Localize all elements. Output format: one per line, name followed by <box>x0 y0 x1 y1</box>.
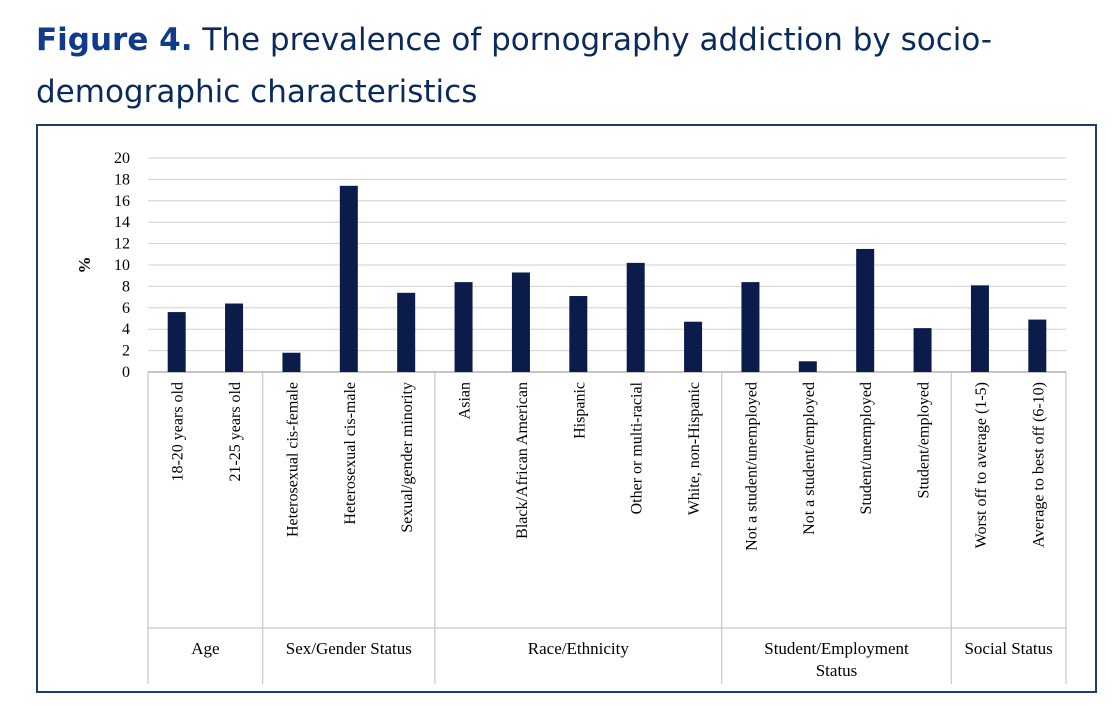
bar <box>1028 319 1047 372</box>
bar <box>511 272 530 372</box>
y-tick-label: 2 <box>122 343 130 360</box>
y-axis-ticks: 0 2 4 6 8 10 12 14 16 18 20 <box>114 150 130 381</box>
figure-title: The prevalence of pornography addiction … <box>36 22 993 110</box>
figure-caption: Figure 4. The prevalence of pornography … <box>36 14 1096 118</box>
category-label: Black/African American <box>514 382 531 539</box>
y-tick-label: 0 <box>122 364 130 381</box>
bar <box>339 185 358 372</box>
category-label: Sexual/gender minority <box>399 382 416 533</box>
y-tick-label: 4 <box>122 321 130 338</box>
bar <box>970 285 989 372</box>
bar <box>225 303 244 372</box>
category-label: 18-20 years old <box>170 382 187 482</box>
category-separators <box>147 372 1067 684</box>
figure-label: Figure 4. <box>36 22 193 58</box>
category-label: Not a student/employed <box>801 382 818 535</box>
category-label: Student/employed <box>916 382 933 498</box>
group-label: Social Status <box>964 639 1052 658</box>
group-label: Age <box>191 639 219 658</box>
bar <box>798 361 817 372</box>
category-label: Worst off to average (1-5) <box>973 382 990 548</box>
y-tick-label: 14 <box>114 214 130 231</box>
category-label: Heterosexual cis-male <box>342 382 359 525</box>
bar <box>856 248 875 372</box>
y-tick-label: 20 <box>114 150 130 167</box>
gridlines <box>148 157 1066 373</box>
bar <box>626 262 645 372</box>
group-label: Student/Employment <box>764 639 909 658</box>
category-label: Other or multi-racial <box>629 381 646 514</box>
bars <box>167 185 1047 372</box>
category-label: Student/unemployed <box>858 382 875 514</box>
y-tick-label: 18 <box>114 171 130 188</box>
bar <box>684 321 703 372</box>
y-axis-label: % <box>75 257 94 274</box>
category-label: Average to best off (6-10) <box>1030 382 1047 548</box>
y-tick-label: 12 <box>114 236 130 253</box>
group-labels: Age Sex/Gender Status Race/Ethnicity Studen… <box>191 639 1053 680</box>
bar <box>167 312 186 372</box>
category-label: Asian <box>457 382 474 419</box>
bar <box>282 352 301 372</box>
bar <box>569 296 588 372</box>
group-label: Race/Ethnicity <box>528 639 630 658</box>
y-tick-label: 16 <box>114 193 130 210</box>
category-label: Not a student/unemployed <box>743 382 760 551</box>
y-tick-label: 6 <box>122 300 130 317</box>
y-tick-label: 8 <box>122 278 130 295</box>
bar <box>454 282 473 372</box>
bar <box>913 328 932 372</box>
category-label: Heterosexual cis-female <box>284 382 301 537</box>
bar <box>397 292 416 372</box>
group-label: Sex/Gender Status <box>286 639 412 658</box>
chart-frame <box>36 124 1097 693</box>
bar <box>741 282 760 372</box>
category-label: Hispanic <box>571 382 588 439</box>
category-label: White, non-Hispanic <box>686 382 703 515</box>
y-tick-label: 10 <box>114 257 130 274</box>
group-label: Status <box>816 661 858 680</box>
category-label: 21-25 years old <box>227 382 244 482</box>
category-labels: 18-20 years old 21-25 years old Heterosexu… <box>170 381 1048 550</box>
